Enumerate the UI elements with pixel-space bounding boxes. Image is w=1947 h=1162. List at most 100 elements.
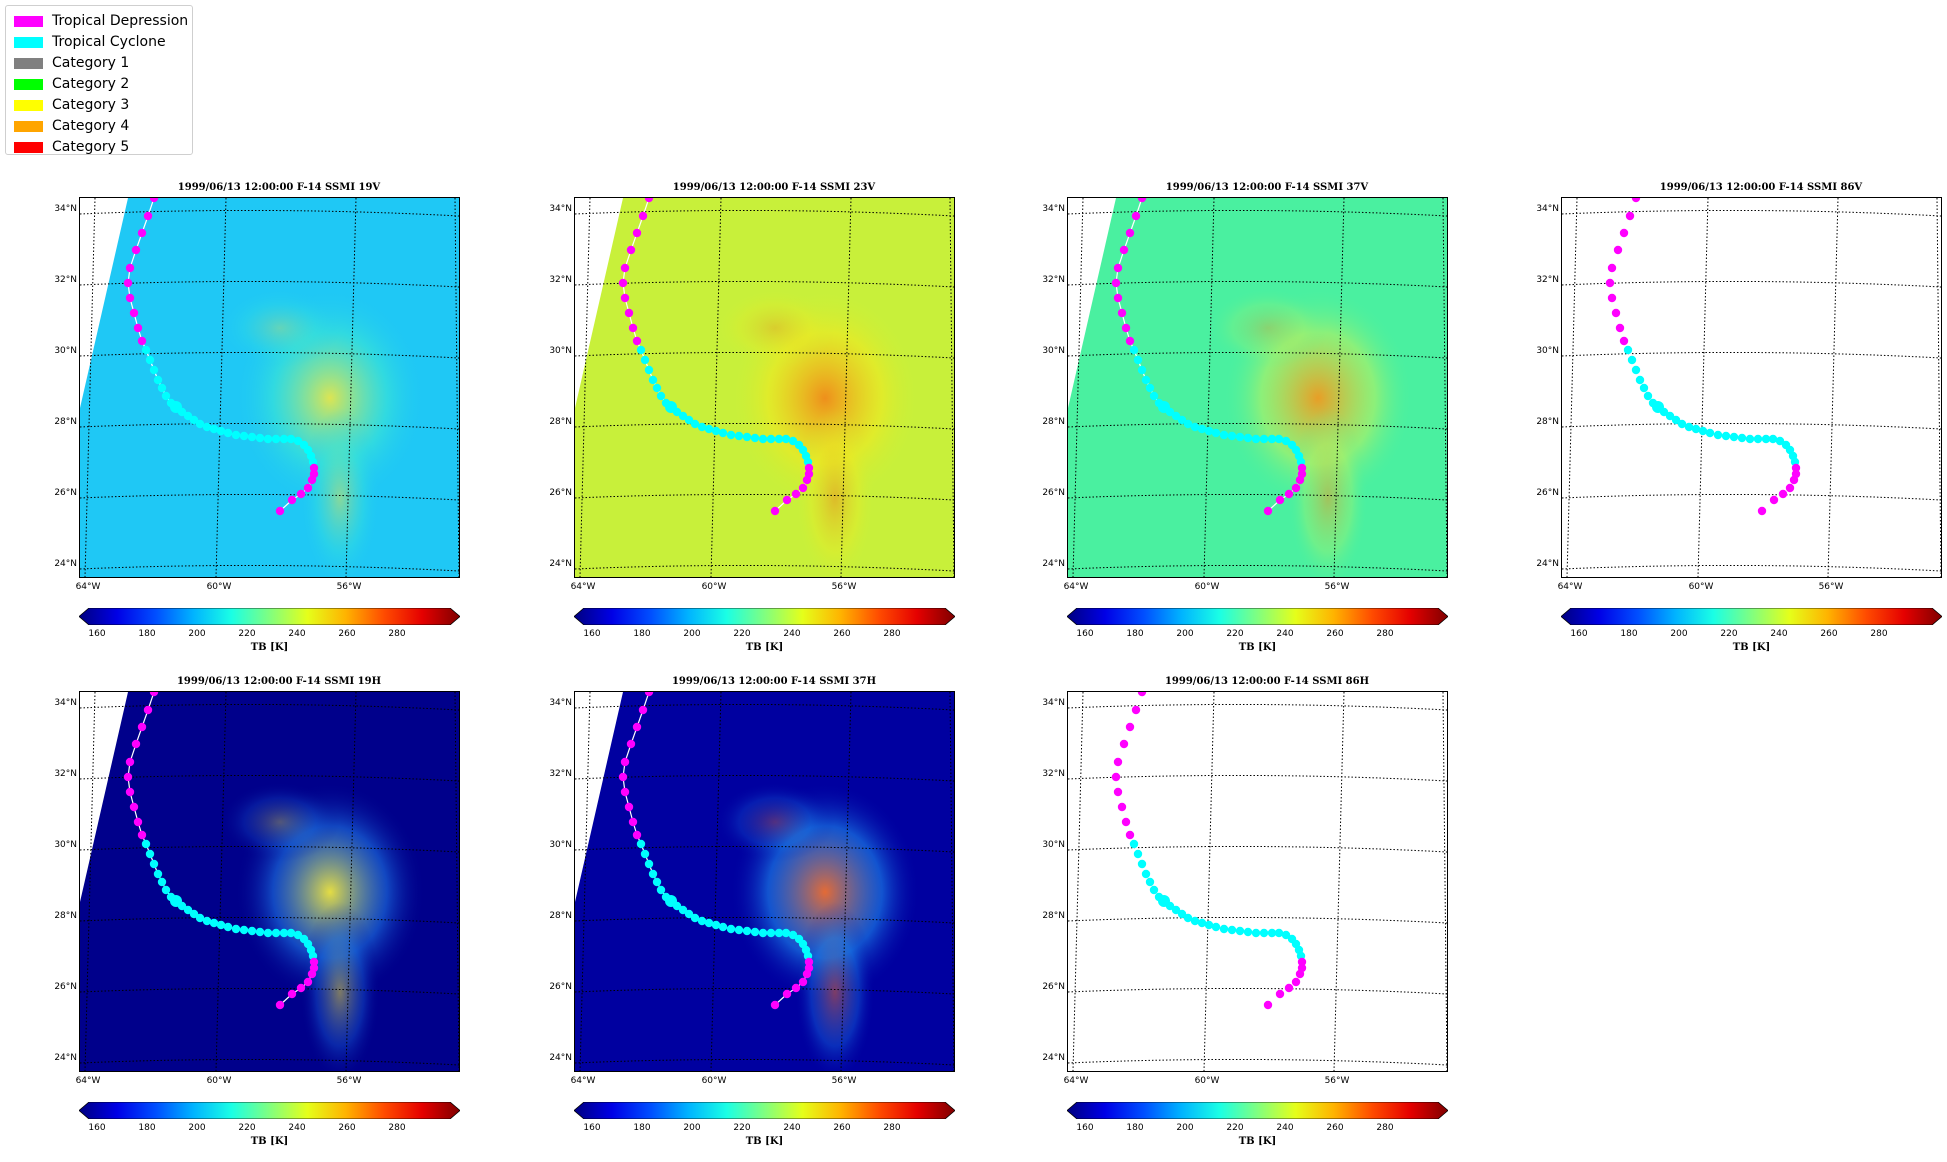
longitude-line — [579, 198, 591, 577]
latitude-line — [575, 916, 954, 924]
track-point-tropical-cyclone — [711, 920, 721, 930]
track-point-tropical-depression — [644, 692, 654, 697]
colorbar-label: TB [K] — [745, 1136, 784, 1147]
map-plot — [574, 691, 955, 1072]
track-point-tropical-cyclone — [1145, 877, 1155, 887]
latitude-line — [1068, 845, 1447, 853]
track-point-tropical-cyclone — [1219, 924, 1229, 934]
track-point-tropical-cyclone — [1623, 345, 1633, 355]
track-point-tropical-depression — [632, 722, 642, 732]
track-point-tropical-cyclone — [711, 426, 721, 436]
track-point-tropical-depression — [1263, 1000, 1273, 1010]
track-point-tropical-cyclone — [1627, 355, 1637, 365]
track-point-tropical-cyclone — [247, 432, 257, 442]
latitude-label: 24°N — [1536, 559, 1559, 569]
colorbar-tick: 280 — [388, 629, 406, 639]
colorbar-tick: 240 — [1770, 629, 1788, 639]
colorbar — [574, 1102, 955, 1119]
longitude-label: 56°W — [336, 1076, 362, 1086]
colorbar-label: TB [K] — [1732, 642, 1771, 653]
longitude-label: 56°W — [831, 582, 857, 592]
longitude-line — [710, 692, 722, 1071]
track-point-tropical-depression — [1297, 957, 1307, 967]
track-point-tropical-depression — [296, 489, 306, 499]
latitude-label: 34°N — [1042, 204, 1065, 214]
colorbar-tick: 200 — [188, 629, 206, 639]
track-point-tropical-depression — [632, 228, 642, 238]
track-point-tropical-depression — [125, 293, 135, 303]
latitude-line — [1068, 703, 1447, 711]
track-point-tropical-cyclone — [239, 925, 249, 935]
colorbar-gradient — [1561, 608, 1942, 625]
panel-title: 1999/06/13 12:00:00 F-14 SSMI 86V — [1659, 182, 1863, 193]
track-point-tropical-cyclone — [153, 869, 163, 879]
track-point-tropical-depression — [129, 308, 139, 318]
track-point-tropical-cyclone — [1768, 434, 1778, 444]
legend-label: Category 2 — [52, 76, 130, 92]
latitude-label: 32°N — [549, 769, 572, 779]
track-point-tropical-depression — [1113, 787, 1123, 797]
colorbar-tick: 240 — [288, 629, 306, 639]
track-point-tropical-cyclone — [1204, 426, 1214, 436]
colorbar-tick: 240 — [1276, 1123, 1294, 1133]
track-point-tropical-cyclone — [149, 859, 159, 869]
track-point-tropical-depression — [1291, 483, 1301, 493]
track-point-tropical-depression — [1789, 475, 1799, 485]
track-point-tropical-cyclone — [742, 926, 752, 936]
latitude-label: 32°N — [54, 769, 77, 779]
track-point-tropical-depression — [1131, 705, 1141, 715]
longitude-line — [1827, 198, 1839, 577]
colorbar — [574, 608, 955, 625]
track-point-tropical-cyclone — [202, 422, 212, 432]
track-point-tropical-depression — [131, 245, 141, 255]
track-point-tropical-cyclone — [1671, 415, 1681, 425]
latitude-label: 30°N — [1042, 346, 1065, 356]
track-point-tropical-cyclone — [1691, 424, 1701, 434]
track-point-tropical-depression — [791, 983, 801, 993]
track-point-tropical-cyclone — [1137, 859, 1147, 869]
colorbar-tick: 280 — [1870, 629, 1888, 639]
track-point-tropical-cyclone — [157, 383, 167, 393]
track-point-tropical-cyclone — [1149, 885, 1159, 895]
track-point-tropical-cyclone — [1171, 905, 1181, 915]
colorbar-gradient — [1067, 1102, 1448, 1119]
cloud-band — [220, 782, 340, 862]
latitude-line — [80, 703, 459, 711]
track-point-tropical-cyclone — [665, 895, 677, 907]
track-point-tropical-depression — [125, 787, 135, 797]
track-point-tropical-cyclone — [1753, 434, 1763, 444]
colorbar-tick: 200 — [1176, 629, 1194, 639]
track-point-tropical-cyclone — [1635, 375, 1645, 385]
track-point-tropical-depression — [143, 705, 153, 715]
colorbar-tick: 160 — [583, 1123, 601, 1133]
colorbar-label: TB [K] — [250, 642, 289, 653]
colorbar-tick: 260 — [338, 1123, 356, 1133]
track-point-tropical-depression — [804, 957, 814, 967]
longitude-line — [949, 692, 954, 1071]
track-point-tropical-cyclone — [293, 436, 303, 446]
colorbar — [1067, 1102, 1448, 1119]
track-point-tropical-cyclone — [1141, 375, 1151, 385]
colorbar-tick: 160 — [1076, 629, 1094, 639]
track-point-tropical-cyclone — [1227, 431, 1237, 441]
track-point-tropical-cyclone — [1274, 434, 1284, 444]
track-point-tropical-depression — [770, 1000, 780, 1010]
track-point-tropical-depression — [1275, 989, 1285, 999]
track-point-tropical-cyclone — [766, 928, 776, 938]
track-point-tropical-cyclone — [1705, 428, 1715, 438]
track-point-tropical-depression — [1297, 463, 1307, 473]
latitude-label: 26°N — [1536, 488, 1559, 498]
longitude-line — [840, 198, 852, 577]
colorbar-tick: 260 — [1326, 629, 1344, 639]
longitude-line — [454, 198, 459, 577]
track-point-tropical-cyclone — [1737, 433, 1747, 443]
storm-track-line — [1609, 198, 1797, 512]
track-point-tropical-depression — [632, 336, 642, 346]
track-point-tropical-cyclone — [742, 432, 752, 442]
track-point-tropical-depression — [1137, 692, 1147, 697]
track-point-tropical-cyclone — [195, 419, 205, 429]
legend-swatch — [14, 16, 43, 27]
latitude-label: 34°N — [54, 204, 77, 214]
colorbar-tick: 260 — [833, 1123, 851, 1133]
latitude-line — [1068, 1058, 1447, 1066]
